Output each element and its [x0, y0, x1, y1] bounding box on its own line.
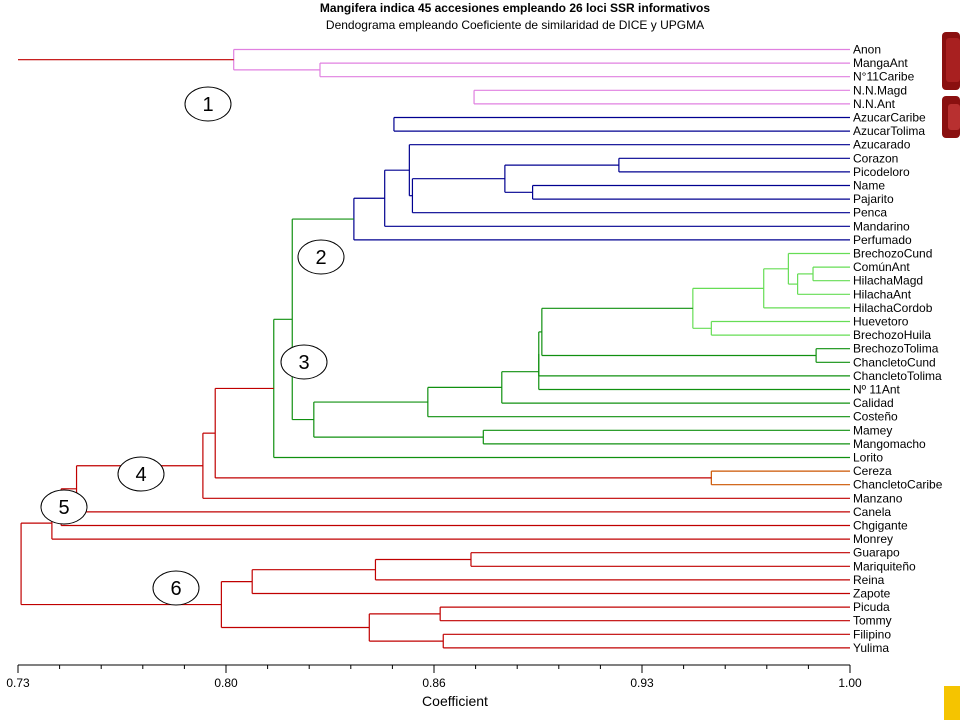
x-tick-label: 1.00: [838, 676, 862, 690]
leaf-label: ComúnAnt: [853, 260, 910, 274]
leaf-label: N.N.Ant: [853, 97, 896, 111]
leaf-label: Calidad: [853, 396, 894, 410]
leaf-label: BrechozoHuila: [853, 328, 931, 342]
decorative-logo-strip: [940, 30, 960, 142]
cluster-number: 5: [58, 497, 69, 519]
leaf-label: Mariquiteño: [853, 559, 916, 573]
leaf-label: ChancletoTolima: [853, 369, 942, 383]
leaf-label: Costeño: [853, 410, 898, 424]
decorative-gold-block: [944, 686, 960, 720]
leaf-label: Corazon: [853, 151, 898, 165]
leaf-label: AzucarCaribe: [853, 111, 926, 125]
leaf-label: N.N.Magd: [853, 83, 907, 97]
leaf-label: Guarapo: [853, 546, 900, 560]
leaf-label: N°11Caribe: [853, 70, 915, 84]
leaf-label: Anon: [853, 43, 881, 57]
leaf-label: BrechozoTolima: [853, 342, 939, 356]
leaf-label: Reina: [853, 573, 885, 587]
cluster-marker: [184, 86, 232, 122]
cluster-number: 4: [135, 464, 146, 486]
cluster-marker: [117, 456, 165, 492]
cluster-number: 2: [315, 247, 326, 269]
leaf-label: ChancletoCund: [853, 355, 936, 369]
cluster-marker: [297, 239, 345, 275]
leaf-label: Azucarado: [853, 138, 911, 152]
leaf-label: BrechozoCund: [853, 247, 932, 261]
leaf-label: Huevetoro: [853, 315, 909, 329]
x-tick-label: 0.93: [630, 676, 654, 690]
leaf-label: MangaAnt: [853, 56, 908, 70]
leaf-label: Chgigante: [853, 519, 908, 533]
leaf-label: Filipino: [853, 627, 891, 641]
leaf-label: Mangomacho: [853, 437, 926, 451]
leaf-label: Perfumado: [853, 233, 912, 247]
leaf-label: Manzano: [853, 491, 903, 505]
leaf-label: HilachaCordob: [853, 301, 933, 315]
leaf-label: Name: [853, 179, 885, 193]
cluster-number: 1: [202, 94, 213, 116]
leaf-label: Cereza: [853, 464, 892, 478]
leaf-label: HilachaMagd: [853, 274, 923, 288]
leaf-label: Penca: [853, 206, 887, 220]
leaf-label: Picodeloro: [853, 165, 910, 179]
leaf-label: Nº 11Ant: [853, 383, 901, 397]
leaf-label: AzucarTolima: [853, 124, 925, 138]
x-tick-label: 0.73: [6, 676, 30, 690]
leaf-label: Mandarino: [853, 219, 910, 233]
leaf-label: Tommy: [853, 614, 892, 628]
leaf-label: Lorito: [853, 451, 883, 465]
leaf-label: Yulima: [853, 641, 889, 655]
cluster-marker: [152, 570, 200, 606]
leaf-label: Zapote: [853, 587, 891, 601]
leaf-label: ChancletoCaribe: [853, 478, 943, 492]
x-tick-label: 0.86: [422, 676, 446, 690]
cluster-number: 6: [170, 578, 181, 600]
chart-subtitle: Dendograma empleando Coeficiente de simi…: [325, 18, 705, 32]
leaf-label: Monrey: [853, 532, 893, 546]
logo-fragment-icon: [942, 32, 960, 138]
x-tick-label: 0.80: [214, 676, 238, 690]
leaf-label: Mamey: [853, 423, 892, 437]
chart-title: Mangifera indica 45 accesiones empleando…: [319, 1, 711, 15]
leaf-label: HilachaAnt: [853, 287, 912, 301]
cluster-marker: [280, 344, 328, 380]
cluster-number: 3: [298, 352, 309, 374]
leaf-label: Picuda: [853, 600, 890, 614]
cluster-marker: [40, 489, 88, 525]
x-axis-label: Coefficient: [422, 693, 488, 709]
leaf-label: Pajarito: [853, 192, 894, 206]
leaf-label: Canela: [853, 505, 891, 519]
